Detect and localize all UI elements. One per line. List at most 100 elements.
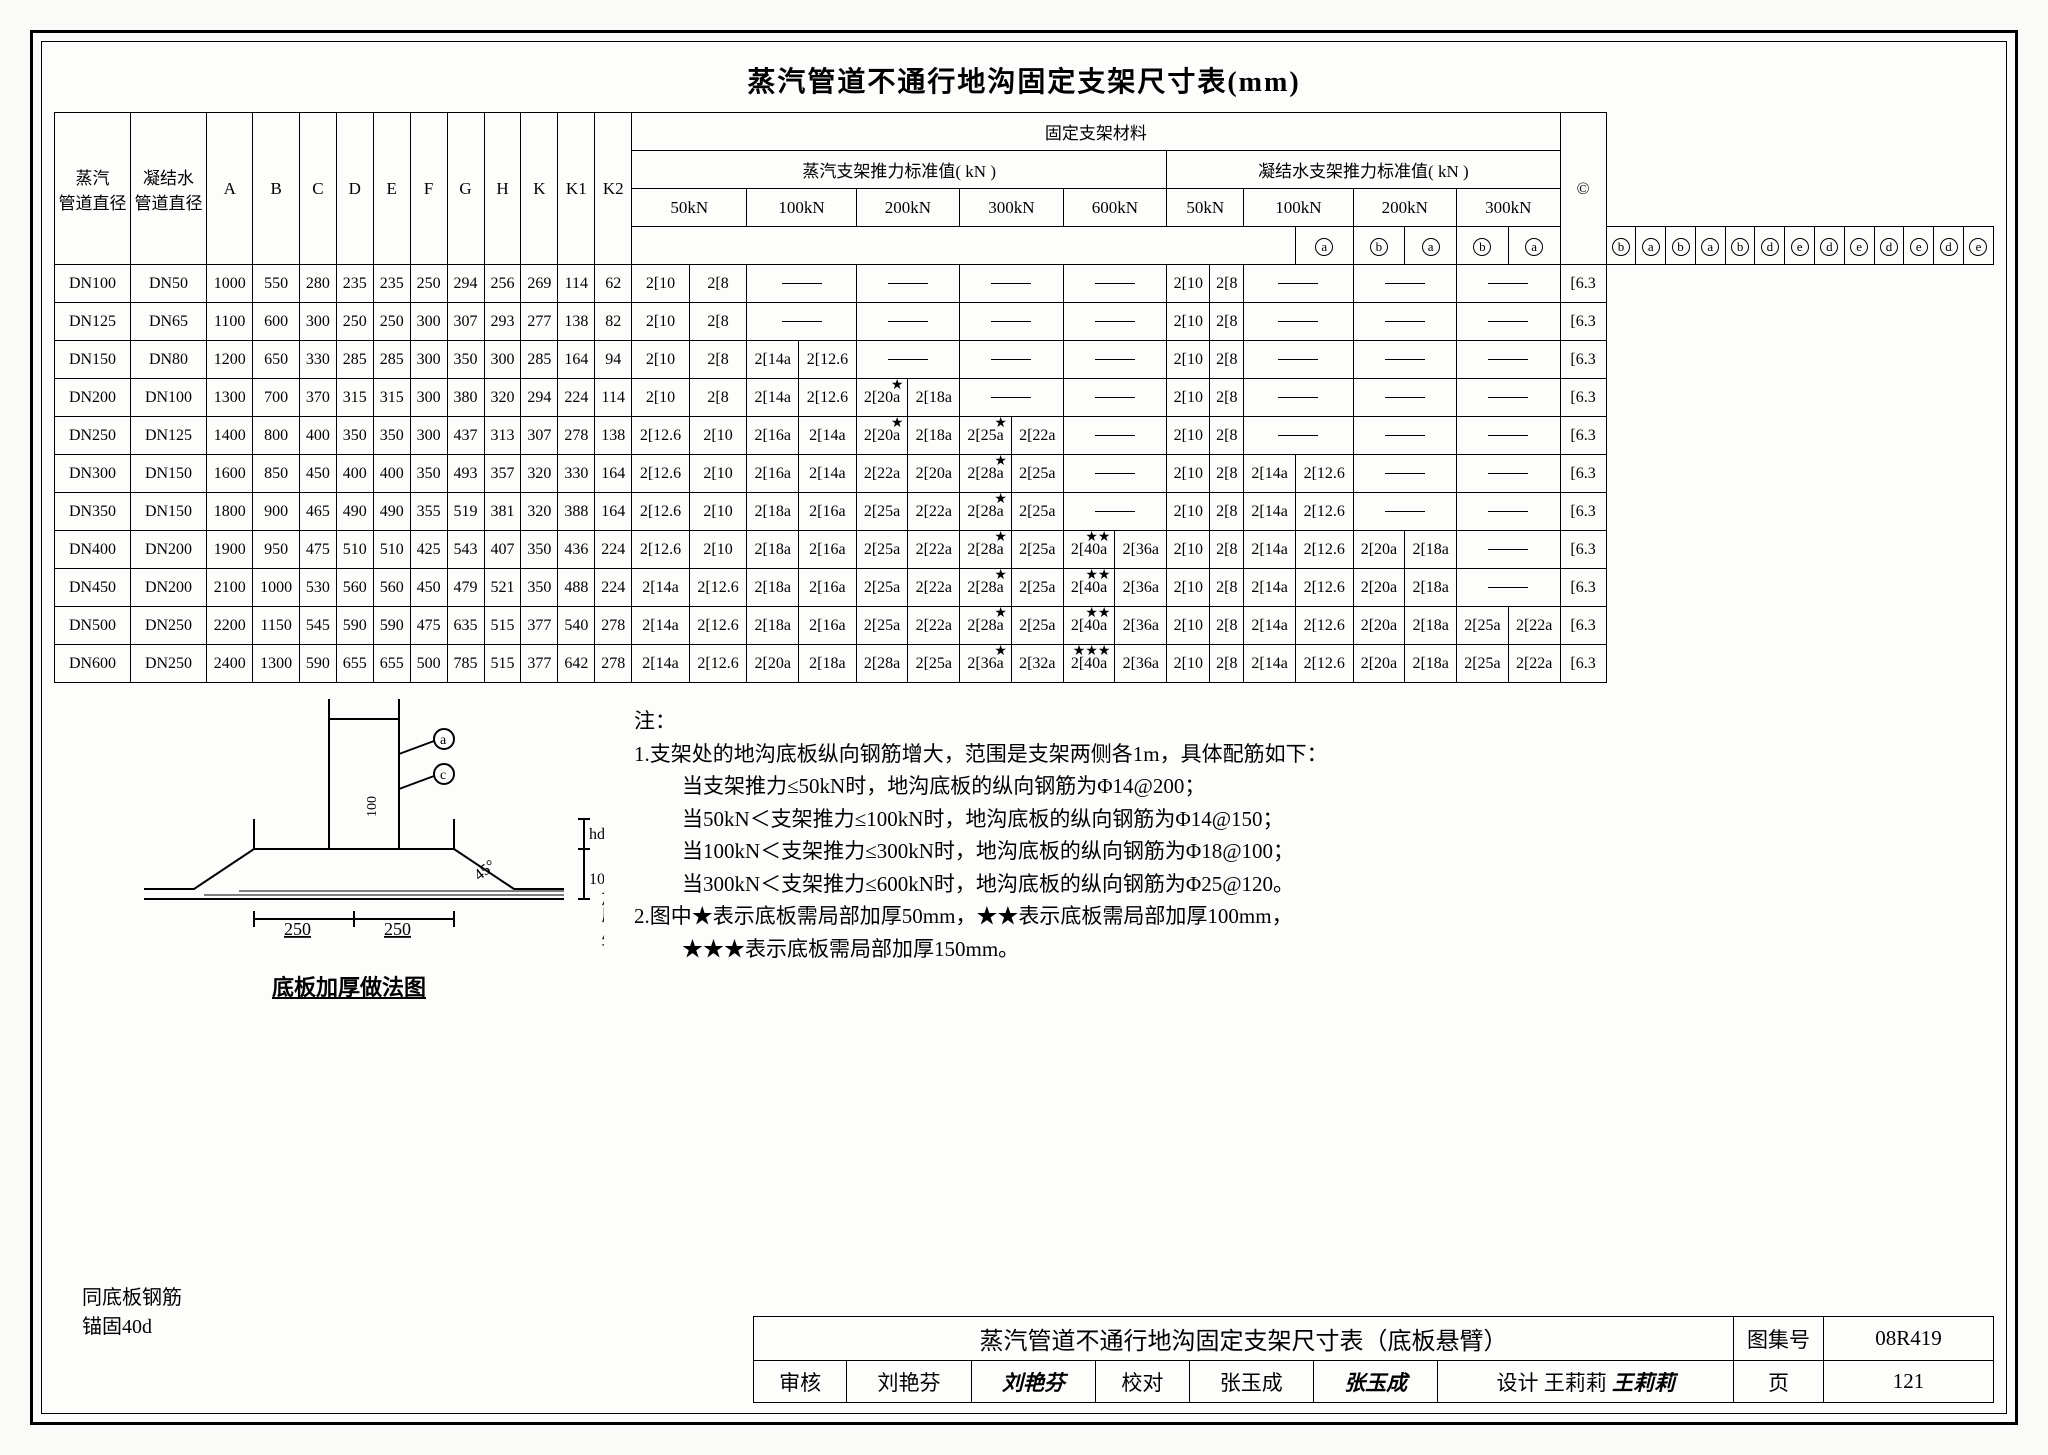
tb-page-label: 页 [1734,1361,1824,1403]
dim-250-l: 250 [284,919,311,939]
cell: 235 [373,265,410,303]
cell: 2[14a [1244,645,1296,683]
cell: 2[8 [689,341,747,379]
cell: 2[10 [1167,379,1210,417]
cell [1244,341,1353,379]
col-steam-dia: 蒸汽管道直径 [55,113,131,265]
cell: DN150 [131,493,207,531]
cell: DN300 [55,455,131,493]
note-1c: 当100kN＜支架推力≤300kN时，地沟底板的纵向钢筋为Φ18@100； [634,835,1994,868]
cell: 280 [299,265,336,303]
cell: 2[12.6 [1295,531,1353,569]
cell: 2[12.6 [1295,645,1353,683]
note-1d: 当300kN＜支架推力≤600kN时，地沟底板的纵向钢筋为Φ25@120。 [634,868,1994,901]
cell: 2[25a [1457,607,1509,645]
cell: 114 [558,265,595,303]
cell: 2[40a★★ [1063,569,1115,607]
cell: DN200 [131,569,207,607]
col-H: H [484,113,521,265]
cell: 1300 [207,379,253,417]
col-C-circ: © [1560,113,1606,265]
cell: 2[22a [908,607,960,645]
cell: [6.3 [1560,341,1606,379]
cell: 488 [558,569,595,607]
cell: 785 [447,645,484,683]
cell: 300 [410,303,447,341]
cell: 2[28a★ [960,607,1012,645]
cell: 285 [373,341,410,379]
cell [1457,569,1561,607]
cell: 2[25a [856,493,908,531]
outer-frame: 蒸汽管道不通行地沟固定支架尺寸表(mm) 蒸汽管道直径 凝结水管道直径 A B … [30,30,2018,1425]
cell: 224 [595,531,632,569]
sub-cond-2-d: d [1874,227,1904,265]
cell: 2200 [207,607,253,645]
cell: 2[10 [1167,531,1210,569]
col-B: B [253,113,299,265]
steam-thrust-3: 300kN [960,189,1064,227]
cell: 2[16a [747,417,799,455]
sub-steam-0-b: b [1353,227,1405,265]
cell [1353,455,1457,493]
sub-steam-0-a: a [1295,227,1353,265]
cell: 388 [558,493,595,531]
cell: 2[10 [632,303,690,341]
note-2: 2.图中★表示底板需局部加厚50mm，★★表示底板需局部加厚100mm， [634,900,1994,933]
tb-designer: 王莉莉 [1544,1371,1607,1395]
cell: 300 [410,417,447,455]
cell: 2[25a [856,607,908,645]
cell: 2[12.6 [689,645,747,683]
note-1: 1.支架处的地沟底板纵向钢筋增大，范围是支架两侧各1m，具体配筋如下： [634,738,1994,771]
col-A: A [207,113,253,265]
cell: 138 [595,417,632,455]
tb-design-label: 设计 [1496,1371,1538,1395]
cell: 2[25a [1011,569,1063,607]
cell: 377 [521,607,558,645]
cell: 2[25a [856,531,908,569]
table-row: DN300DN150160085045040040035049335732033… [55,455,1994,493]
cell: 380 [447,379,484,417]
cell: DN250 [131,607,207,645]
cell: 307 [521,417,558,455]
cell: 114 [595,379,632,417]
cell: 350 [336,417,373,455]
cell: 2[18a [908,417,960,455]
table-row: DN600DN250240013005906556555007855153776… [55,645,1994,683]
dimension-table: 蒸汽管道直径 凝结水管道直径 A B C D E F G H K K1 K2 固… [54,112,1994,683]
cell: 2[22a [908,493,960,531]
cell: 590 [336,607,373,645]
cell [1063,303,1167,341]
cell: 278 [595,607,632,645]
cell: 2[10 [1167,341,1210,379]
sub-cond-3-d: d [1934,227,1964,265]
cell [1063,493,1167,531]
cell [1063,379,1167,417]
cell: 278 [595,645,632,683]
col-F: F [410,113,447,265]
cell: DN450 [55,569,131,607]
cell: 320 [521,455,558,493]
cell: 2[20a [1353,531,1405,569]
cell: 2[28a [856,645,908,683]
cell: 2[25a [1011,493,1063,531]
cell: 2[10 [1167,645,1210,683]
cell [1353,341,1457,379]
cell: 1000 [253,569,299,607]
cell: 655 [336,645,373,683]
cell: 510 [336,531,373,569]
cell: 2[22a [856,455,908,493]
table-head: 蒸汽管道直径 凝结水管道直径 A B C D E F G H K K1 K2 固… [55,113,1994,265]
title-block: 蒸汽管道不通行地沟固定支架尺寸表（底板悬臂） 图集号 08R419 审核 刘艳芬… [753,1316,1994,1403]
inner-frame: 蒸汽管道不通行地沟固定支架尺寸表(mm) 蒸汽管道直径 凝结水管道直径 A B … [41,41,2007,1414]
cell: 2[28a★ [960,569,1012,607]
cell: 350 [373,417,410,455]
cell: 900 [253,493,299,531]
cell: 2[12.6 [689,607,747,645]
cell: 2[18a [747,531,799,569]
col-cond-dia: 凝结水管道直径 [131,113,207,265]
cell: 2[20a★ [856,417,908,455]
cell: 224 [558,379,595,417]
tb-reviewer-sig: 刘艳芬 [971,1361,1095,1403]
steam-thrust-4: 600kN [1063,189,1167,227]
cell: 2[12.6 [1295,569,1353,607]
